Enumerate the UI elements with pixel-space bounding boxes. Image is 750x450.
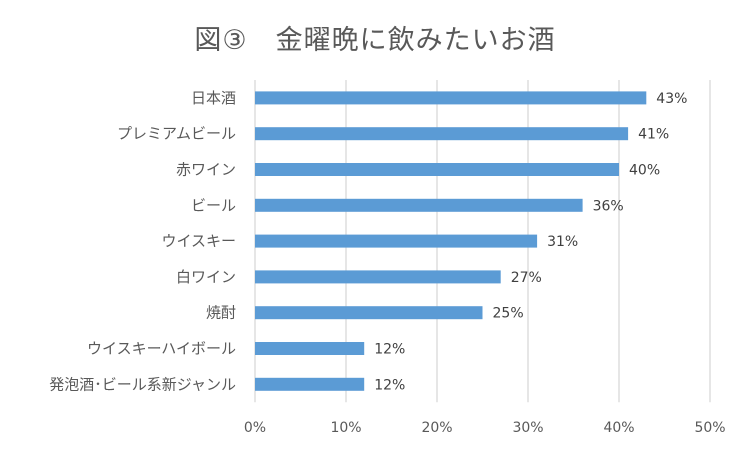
bar [255,342,365,355]
data-label: 12% [374,377,405,393]
x-tick-label: 0% [244,420,266,436]
data-label: 27% [511,270,542,286]
category-label: ウイスキーハイボール [87,340,236,358]
bar [255,306,483,320]
data-label: 40% [629,163,660,179]
category-label: ビール [191,196,236,214]
data-label: 41% [638,127,669,143]
chart-title: 図③ 金曜晩に飲みたいお酒 [194,25,556,56]
bar [255,127,629,141]
category-label: 赤ワイン [176,161,236,179]
x-tick-label: 40% [603,420,634,436]
bar [255,91,647,105]
data-label: 31% [547,234,578,250]
bar [255,163,619,176]
bar [255,377,365,391]
bar [255,198,583,212]
data-label: 36% [593,198,624,214]
data-label: 25% [493,306,524,322]
x-tick-label: 10% [330,420,361,436]
category-label: 発泡酒･ビール系新ジャンル [49,375,236,393]
bar [255,234,538,248]
category-label: 日本酒 [191,89,236,107]
data-label: 12% [374,342,405,358]
x-tick-label: 30% [512,420,543,436]
x-tick-label: 50% [694,420,725,436]
category-label: 白ワイン [176,268,236,286]
category-label: プレミアムビール [117,125,236,143]
data-label: 43% [656,91,687,107]
bar [255,270,501,284]
x-tick-label: 20% [421,420,452,436]
category-label: 焼酎 [206,304,236,322]
category-label: ウイスキー [161,232,236,250]
